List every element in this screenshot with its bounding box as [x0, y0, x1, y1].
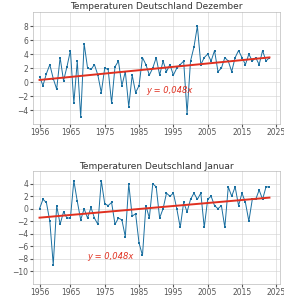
Title: Temperaturen Deutschland Januar: Temperaturen Deutschland Januar — [79, 161, 233, 170]
Text: y = 0,048x: y = 0,048x — [87, 252, 133, 261]
Text: y = 0,048x: y = 0,048x — [146, 86, 193, 95]
Title: Temperaturen Deutschland Dezember: Temperaturen Deutschland Dezember — [70, 2, 243, 11]
